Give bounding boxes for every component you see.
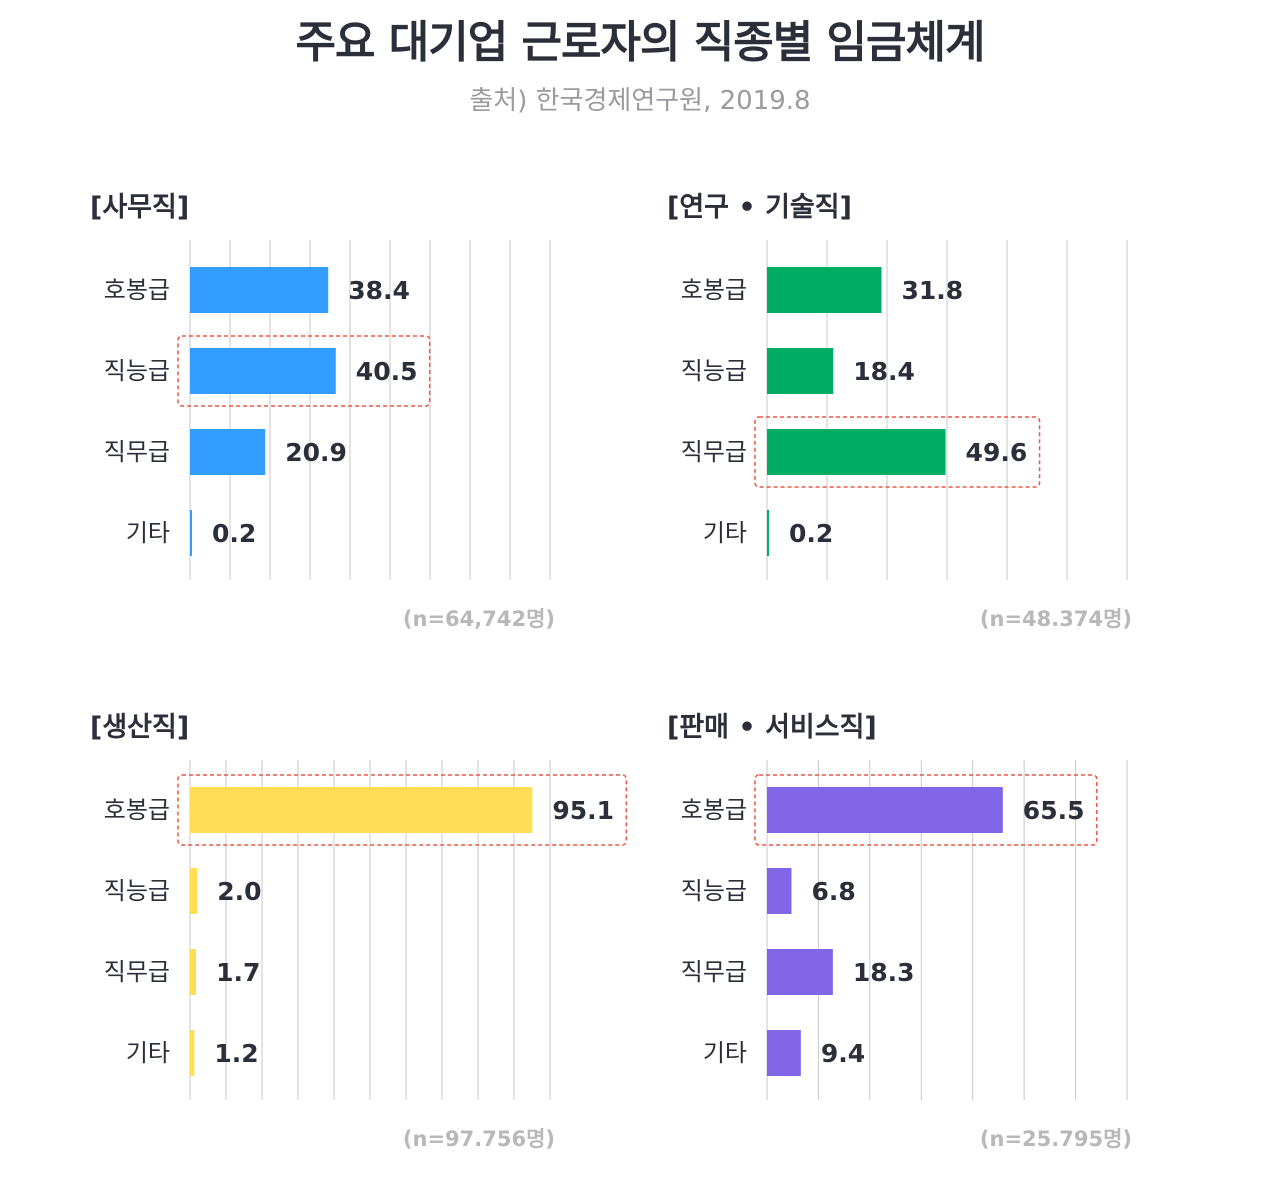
bar-0 <box>190 787 533 833</box>
category-label: 직무급 <box>104 438 170 466</box>
value-label: 31.8 <box>901 276 963 305</box>
value-label: 65.5 <box>1023 796 1085 825</box>
category-label: 직능급 <box>681 877 747 905</box>
bar-2 <box>190 429 266 475</box>
category-label: 호봉급 <box>681 796 747 824</box>
bar-2 <box>190 949 197 995</box>
value-label: 0.2 <box>212 519 256 548</box>
chart-panel-office: [사무직] 호봉급 38.4 직능급 40.5 직무급 20.9 기타 0.2 (n=64,7… <box>0 185 600 665</box>
category-label: 호봉급 <box>104 796 170 824</box>
value-label: 95.1 <box>552 796 614 825</box>
bar-3 <box>190 510 192 556</box>
value-label: 18.3 <box>853 958 915 987</box>
value-label: 49.6 <box>966 438 1028 467</box>
value-label: 38.4 <box>348 276 410 305</box>
value-label: 0.2 <box>789 519 833 548</box>
category-label: 직무급 <box>681 438 747 466</box>
chart-title: [생산직] <box>90 712 190 743</box>
bar-2 <box>767 949 833 995</box>
value-label: 2.0 <box>217 877 261 906</box>
chart-panel-research: [연구 • 기술직] 호봉급 31.8 직능급 18.4 직무급 49.6 기타 0.2 (n… <box>577 185 1177 665</box>
value-label: 6.8 <box>811 877 855 906</box>
value-label: 40.5 <box>356 357 418 386</box>
chart-panel-sales: [판매 • 서비스직] 호봉급 65.5 직능급 6.8 직무급 18.3 기타 9.4 (n… <box>577 705 1177 1185</box>
bar-0 <box>190 267 329 313</box>
category-label: 기타 <box>126 519 170 547</box>
category-label: 직능급 <box>104 357 170 385</box>
category-label: 직능급 <box>104 877 170 905</box>
bar-0 <box>767 267 882 313</box>
bar-3 <box>767 510 769 556</box>
sample-size-label: (n=97.756명) <box>402 1127 555 1151</box>
bar-1 <box>767 868 792 914</box>
value-label: 1.2 <box>214 1039 258 1068</box>
bar-0 <box>767 787 1003 833</box>
sample-size-label: (n=64,742명) <box>402 607 555 631</box>
bar-3 <box>190 1030 195 1076</box>
value-label: 18.4 <box>853 357 915 386</box>
category-label: 직능급 <box>681 357 747 385</box>
category-label: 호봉급 <box>104 276 170 304</box>
chart-panel-production: [생산직] 호봉급 95.1 직능급 2.0 직무급 1.7 기타 1.2 (n=97.756… <box>0 705 628 1185</box>
source-caption: 출처) 한국경제연구원, 2019.8 <box>469 86 811 116</box>
category-label: 기타 <box>703 1039 747 1067</box>
sample-size-label: (n=48.374명) <box>979 607 1132 631</box>
highlight-box <box>754 774 1098 846</box>
chart-title: [사무직] <box>90 192 190 223</box>
category-label: 기타 <box>703 519 747 547</box>
value-label: 9.4 <box>821 1039 865 1068</box>
category-label: 직무급 <box>681 958 747 986</box>
bar-chart-sales: 호봉급 65.5 직능급 6.8 직무급 18.3 기타 9.4 <box>681 760 1128 1100</box>
bar-1 <box>767 348 834 394</box>
sample-size-label: (n=25.795명) <box>979 1127 1132 1151</box>
highlight-box <box>177 774 628 846</box>
page-title: 주요 대기업 근로자의 직종별 임금체계 <box>295 17 986 68</box>
bar-1 <box>190 348 336 394</box>
value-label: 1.7 <box>216 958 260 987</box>
category-label: 직무급 <box>104 958 170 986</box>
chart-title: [연구 • 기술직] <box>667 192 852 223</box>
category-label: 호봉급 <box>681 276 747 304</box>
bar-chart-office: 호봉급 38.4 직능급 40.5 직무급 20.9 기타 0.2 <box>104 240 551 580</box>
bar-3 <box>767 1030 801 1076</box>
value-label: 20.9 <box>285 438 347 467</box>
bar-1 <box>190 868 198 914</box>
chart-title: [판매 • 서비스직] <box>667 712 877 743</box>
bar-chart-production: 호봉급 95.1 직능급 2.0 직무급 1.7 기타 1.2 <box>104 760 628 1100</box>
bar-chart-research: 호봉급 31.8 직능급 18.4 직무급 49.6 기타 0.2 <box>681 240 1128 580</box>
highlight-box <box>177 335 431 407</box>
category-label: 기타 <box>126 1039 170 1067</box>
bar-2 <box>767 429 946 475</box>
